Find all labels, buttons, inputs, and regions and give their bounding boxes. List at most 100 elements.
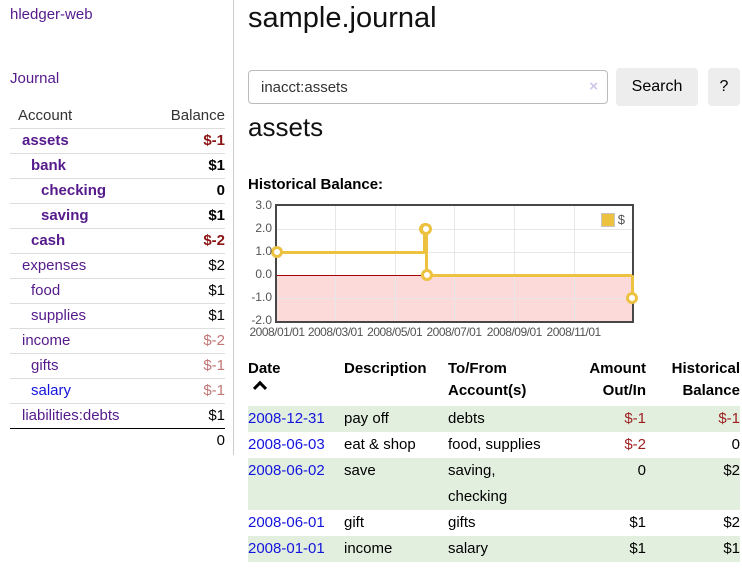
register-column-header: Amount Out/In xyxy=(563,358,646,406)
x-axis-tick-label: 2008/07/01 xyxy=(426,325,482,339)
transaction-amount: $-2 xyxy=(624,436,646,453)
gridline-vertical xyxy=(514,206,516,321)
account-balance: $-2 xyxy=(153,328,225,354)
account-link[interactable]: liabilities:debts xyxy=(22,407,120,424)
register-column-header[interactable]: Date xyxy=(248,358,344,406)
y-axis-tick-label: 1.0 xyxy=(255,244,272,258)
search-box: × xyxy=(248,70,608,104)
account-row: expenses $2 xyxy=(10,253,225,279)
sort-asc-icon[interactable] xyxy=(252,380,268,395)
account-link[interactable]: salary xyxy=(31,382,72,399)
account-row: checking 0 xyxy=(10,178,225,204)
account-cell: saving xyxy=(10,203,154,229)
account-row: supplies $1 xyxy=(10,303,225,329)
nav-journal-link[interactable]: Journal xyxy=(10,70,60,87)
account-row: food $1 xyxy=(10,278,225,304)
accounts-column-balance: Balance xyxy=(170,107,225,124)
transaction-amount: $1 xyxy=(629,540,646,557)
series-line-segment xyxy=(423,229,427,252)
transaction-balance: $1 xyxy=(723,540,740,557)
account-link[interactable]: cash xyxy=(31,232,66,249)
accounts-total-spacer xyxy=(10,428,154,452)
y-axis-tick-label: -2.0 xyxy=(251,313,272,327)
data-point-marker xyxy=(419,223,432,235)
transaction-date-link[interactable]: 2008-06-01 xyxy=(248,514,325,531)
page-title: sample.journal xyxy=(248,2,437,34)
data-point-marker xyxy=(271,246,283,258)
transaction-date-cell: 2008-06-02 xyxy=(248,458,344,510)
register-row: 2008-06-02 save saving, checking 0 $2 xyxy=(248,458,740,510)
transaction-balance: $-1 xyxy=(718,410,740,427)
search-help-button[interactable]: ? xyxy=(708,68,740,106)
chart-title: Historical Balance: xyxy=(248,176,384,193)
transaction-date-link[interactable]: 2008-01-01 xyxy=(248,540,325,557)
series-line-segment xyxy=(425,229,429,275)
account-link[interactable]: expenses xyxy=(22,257,87,274)
column-label-line1: Description xyxy=(344,360,427,377)
account-cell: liabilities:debts xyxy=(10,403,154,429)
gridline-vertical xyxy=(454,206,455,321)
search-button[interactable]: Search xyxy=(616,68,698,106)
account-row: saving $1 xyxy=(10,203,225,229)
account-row: income $-2 xyxy=(10,328,225,354)
account-link[interactable]: supplies xyxy=(31,307,87,324)
legend-label: $ xyxy=(617,212,625,227)
accounts-table: Account Balance assets $-1 bank $1 check… xyxy=(10,104,225,452)
column-label-line2: Out/In xyxy=(602,382,646,399)
account-balance: $1 xyxy=(153,303,225,329)
account-cell: income xyxy=(10,328,154,354)
gridline-vertical xyxy=(394,206,396,321)
account-link[interactable]: saving xyxy=(41,207,89,224)
transaction-balance: 0 xyxy=(731,436,740,453)
x-axis-tick-label: 2008/05/01 xyxy=(367,325,423,339)
transaction-date-link[interactable]: 2008-06-02 xyxy=(248,462,325,479)
x-axis-tick-label: 2008/01/01 xyxy=(249,325,305,339)
account-link[interactable]: assets xyxy=(22,132,69,149)
transaction-description: eat & shop xyxy=(344,436,416,453)
transaction-description: gift xyxy=(344,514,365,531)
account-row: cash $-2 xyxy=(10,228,225,254)
account-link[interactable]: income xyxy=(22,332,71,349)
column-label-line2: Balance xyxy=(682,382,740,399)
main-content: sample.journal × Search ? assets Histori… xyxy=(248,0,742,582)
register-row: 2008-06-01 gift gifts $1 $2 xyxy=(248,510,740,536)
transaction-amount: $-1 xyxy=(624,410,646,427)
accounts-total-row: 0 xyxy=(10,428,225,452)
account-balance: $-2 xyxy=(153,228,225,254)
account-row: assets $-1 xyxy=(10,128,225,154)
app-title-link[interactable]: hledger-web xyxy=(10,6,93,23)
transaction-date-link[interactable]: 2008-06-03 xyxy=(248,436,325,453)
series-line-segment xyxy=(630,275,634,298)
transaction-amount: 0 xyxy=(637,462,646,479)
account-balance: $-1 xyxy=(153,353,225,379)
account-balance: $1 xyxy=(153,403,225,429)
transaction-balance: $2 xyxy=(723,514,740,531)
account-cell: expenses xyxy=(10,253,154,279)
account-cell: supplies xyxy=(10,303,154,329)
search-input[interactable] xyxy=(248,70,608,104)
chart-legend: $ xyxy=(598,211,627,228)
gridline-vertical xyxy=(573,206,575,321)
account-cell: food xyxy=(10,278,154,304)
account-link[interactable]: food xyxy=(31,282,61,299)
transaction-amount: $1 xyxy=(629,514,646,531)
account-link[interactable]: bank xyxy=(31,157,67,174)
transaction-date-cell: 2008-12-31 xyxy=(248,406,344,432)
transaction-balance: $2 xyxy=(723,462,740,479)
register-header-row: Date Description To/From Account(s) Amount Ou… xyxy=(248,358,740,406)
transaction-date-cell: 2008-01-01 xyxy=(248,536,344,562)
accounts-column-account: Account xyxy=(18,107,73,124)
legend-swatch xyxy=(600,212,615,227)
transaction-description: save xyxy=(344,462,376,479)
transaction-date-link[interactable]: 2008-12-31 xyxy=(248,410,325,427)
data-point-marker xyxy=(420,269,433,281)
historical-balance-chart: $ 3.0 2.0 1.0 0.0 -1.0 -2.0 2008/01/01 2008/03/… xyxy=(248,196,742,348)
clear-search-icon[interactable]: × xyxy=(589,78,598,95)
chart-plot-area: $ xyxy=(271,204,638,323)
accounts-header-row: Account Balance xyxy=(10,104,225,129)
account-link[interactable]: checking xyxy=(41,182,107,199)
register-row: 2008-01-01 income salary $1 $1 xyxy=(248,536,740,562)
account-link[interactable]: gifts xyxy=(31,357,59,374)
x-axis-tick-label: 2008/09/01 xyxy=(486,325,543,339)
y-axis-tick-label: 3.0 xyxy=(255,198,272,212)
